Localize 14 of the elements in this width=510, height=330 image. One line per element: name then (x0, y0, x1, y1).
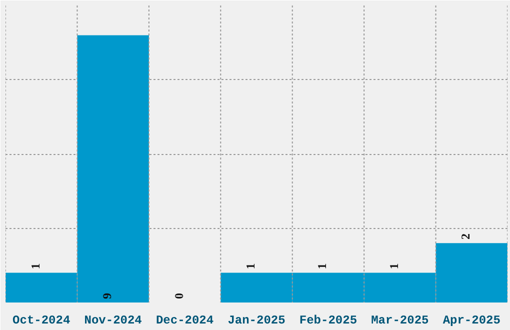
x-tick-label: Nov-2024 (84, 314, 142, 328)
data-label: 9 (100, 292, 114, 299)
data-label: 1 (315, 263, 330, 270)
x-tick-label: Feb-2025 (299, 314, 358, 328)
x-tick-label: Oct-2024 (12, 314, 70, 328)
x-tick-label: Apr-2025 (442, 314, 500, 328)
data-label: 1 (28, 263, 42, 270)
data-label: 0 (172, 292, 186, 299)
x-tick-label: Jan-2025 (228, 314, 286, 328)
data-label: 2 (458, 234, 473, 240)
x-tick-label: Mar-2025 (371, 314, 429, 328)
data-label: 1 (244, 263, 258, 270)
x-tick-label: Dec-2024 (156, 314, 214, 328)
data-label: 1 (386, 263, 401, 270)
